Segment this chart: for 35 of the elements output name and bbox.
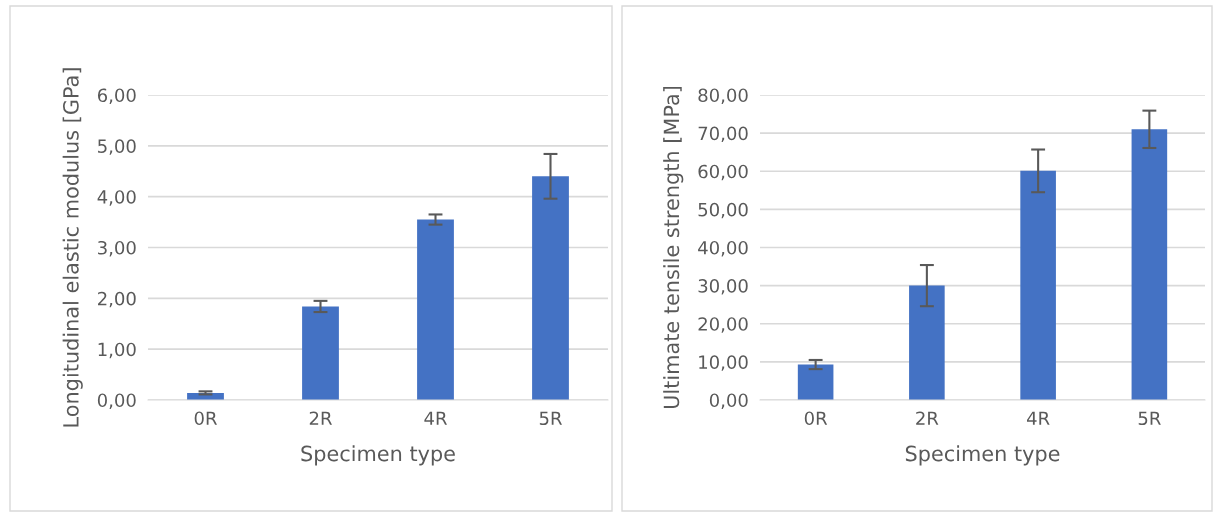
x-tick-label: 5R: [539, 411, 562, 426]
y-tick-label: 10,00: [699, 355, 748, 371]
y-tick-label: 40,00: [698, 240, 748, 257]
y-axis-title: Longitudinal elastic modulus [GPa]: [62, 68, 83, 427]
y-tick-label: 0,00: [97, 393, 136, 409]
x-axis-title: Specimen type: [905, 445, 1060, 466]
y-tick-label: 5,00: [98, 139, 136, 155]
x-tick-label: 2R: [916, 411, 939, 425]
y-tick-label: 4,00: [97, 190, 136, 206]
y-tick-label: 0,00: [709, 393, 748, 409]
x-tick-label: 0R: [804, 411, 828, 426]
bar: [1131, 129, 1168, 400]
y-tick-label: 2,00: [98, 291, 136, 308]
y-tick-label: 80,00: [698, 88, 748, 104]
x-tick-label: 2R: [309, 411, 332, 425]
y-tick-label: 20,00: [698, 317, 748, 333]
y-tick-label: 3,00: [98, 240, 136, 257]
y-tick-label: 70,00: [698, 126, 748, 143]
x-tick-label: 4R: [1026, 411, 1050, 425]
y-tick-label: 50,00: [698, 202, 748, 219]
bar: [797, 364, 834, 400]
x-tick-label: 0R: [194, 411, 217, 426]
bar: [302, 306, 339, 400]
x-axis-title: Specimen type: [301, 445, 455, 466]
y-tick-label: 30,00: [698, 279, 748, 295]
y-tick-label: 1,00: [98, 342, 136, 359]
bar: [532, 176, 569, 400]
x-tick-label: 4R: [424, 411, 447, 425]
bar: [909, 285, 945, 400]
y-tick-label: 60,00: [698, 164, 748, 181]
y-tick-label: 6,00: [97, 88, 136, 104]
y-axis-title: Ultimate tensile strength [MPa]: [663, 86, 684, 409]
bar: [1020, 170, 1056, 400]
x-tick-label: 5R: [1138, 411, 1161, 426]
bar: [417, 219, 454, 400]
